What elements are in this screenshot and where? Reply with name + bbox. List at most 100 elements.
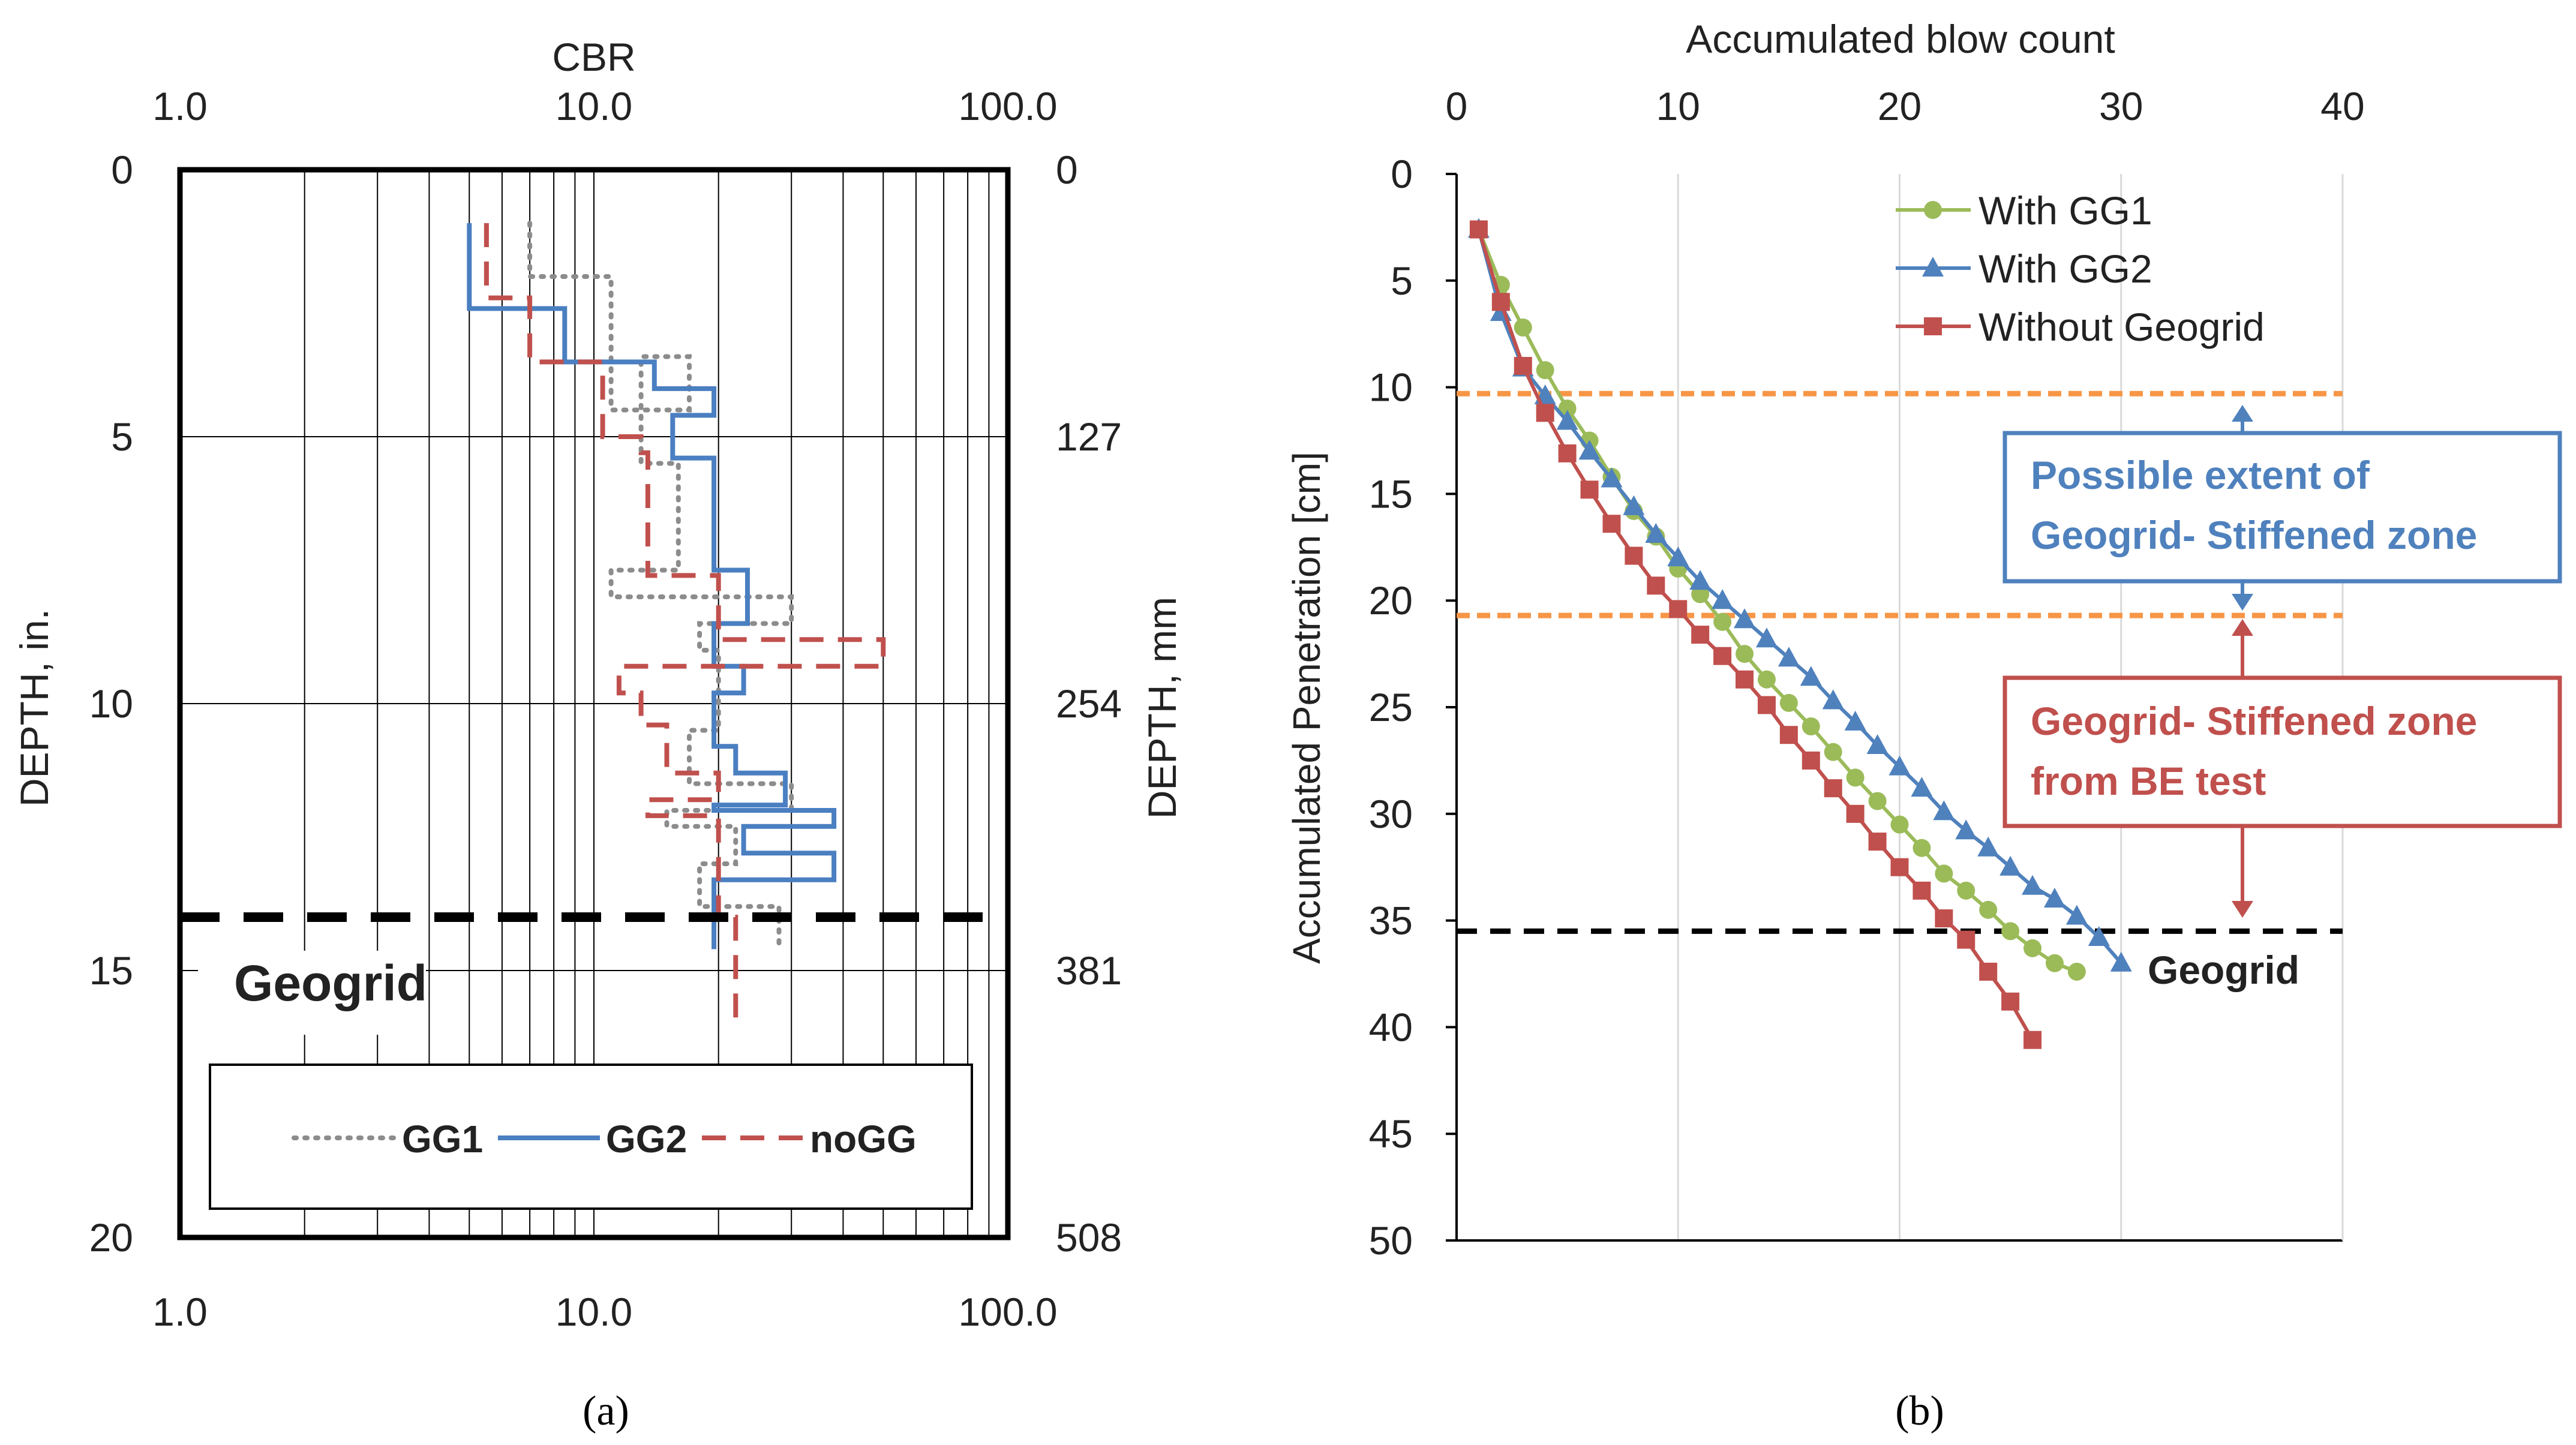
x-tick-label: 40 (2320, 84, 2364, 128)
panel-b-x-axis-title: Accumulated blow count (1686, 17, 2115, 61)
data-point-withGG2 (1734, 608, 1756, 629)
data-point-without (1491, 293, 1510, 311)
data-point-withGG2 (1645, 522, 1667, 543)
y-tick-label: 15 (89, 948, 133, 993)
data-point-withGG2 (1800, 666, 1822, 686)
geogrid-label-bg (198, 951, 426, 1035)
data-point-without (1514, 357, 1532, 375)
data-point-without (1713, 647, 1732, 665)
x-tick-label-top: 10.0 (556, 84, 632, 128)
x-tick-label-bottom: 100.0 (958, 1290, 1057, 1334)
y-tick-label: 25 (1369, 685, 1413, 729)
data-point-withGG2 (1844, 710, 1866, 731)
data-point-without (2001, 992, 2020, 1011)
data-point-without (1736, 670, 1754, 689)
panel-b-annotation-boxes: Possible extent of Geogrid- Stiffened zon… (2002, 405, 2562, 918)
data-point-withGG2 (1911, 777, 1933, 797)
y-tick-label: 40 (1369, 1005, 1413, 1049)
data-point-withGG1 (1713, 612, 1732, 631)
data-point-withGG1 (1514, 319, 1532, 337)
panel-a-legend: GG1 GG2 noGG (209, 1064, 973, 1210)
data-point-without (1536, 404, 1554, 422)
data-point-without (1558, 444, 1577, 462)
y-tick-label: 5 (111, 414, 133, 459)
data-point-withGG1 (1736, 645, 1754, 663)
data-point-withGG2 (2065, 905, 2088, 925)
panel-b-grid (1446, 173, 2344, 1242)
data-point-withGG2 (1578, 440, 1601, 460)
legend-marker-withGG2 (1922, 257, 1944, 277)
x-tick-label-bottom: 10.0 (556, 1290, 632, 1334)
y-tick-label: 45 (1369, 1111, 1413, 1156)
data-point-withGG1 (1536, 361, 1554, 380)
data-point-withGG1 (1846, 768, 1865, 787)
panel-b-reference-lines: Geogrid (1457, 390, 2343, 992)
annotation-blue-line: Possible extent of (2031, 453, 2370, 497)
data-point-without (1580, 480, 1599, 499)
data-point-without (1469, 220, 1488, 239)
x-tick-label-top: 1.0 (152, 84, 208, 128)
y2-tick-label: 381 (1056, 948, 1122, 993)
data-point-without (1979, 962, 1998, 981)
legend-label-without: Without Geogrid (1978, 305, 2265, 349)
plot-frame (177, 167, 1011, 1240)
panel-a-series (467, 221, 886, 1024)
data-point-without (1802, 751, 1820, 770)
y-tick-label: 20 (1369, 578, 1413, 623)
data-point-withGG2 (1866, 734, 1889, 755)
data-point-withGG2 (1712, 589, 1734, 609)
y-tick-label: 10 (1369, 365, 1413, 410)
legend-label-GG1: GG1 (402, 1117, 483, 1161)
y-tick-label: 35 (1369, 899, 1413, 943)
legend-label-withGG2: With GG2 (1978, 247, 2152, 291)
data-point-withGG1 (2067, 962, 2086, 981)
panel-b-tick-labels: 0 10 20 30 40 0 5 10 15 20 25 30 35 40 45 50 (1369, 84, 2365, 1263)
data-point-withGG2 (2043, 888, 2065, 908)
annotation-blue-line: Geogrid- Stiffened zone (2031, 513, 2477, 557)
data-point-withGG1 (1779, 693, 1798, 712)
data-point-withGG1 (1979, 900, 1998, 919)
y-tick-label: 15 (1369, 471, 1413, 516)
x-tick-label: 20 (1878, 84, 1922, 128)
data-point-withGG2 (1623, 495, 1645, 515)
data-point-withGG1 (1890, 815, 1909, 834)
data-point-withGG1 (1802, 717, 1820, 736)
x-tick-label: 0 (1446, 84, 1468, 128)
data-point-without (1691, 626, 1710, 644)
y-tick-label: 0 (1391, 152, 1413, 196)
data-point-withGG1 (1757, 670, 1776, 689)
data-point-without (1647, 576, 1665, 595)
data-point-without (1868, 833, 1887, 851)
caption-a: (a) (583, 1388, 629, 1434)
y2-tick-label: 508 (1056, 1215, 1122, 1260)
x-tick-label-bottom: 1.0 (152, 1290, 208, 1334)
panel-b-y-axis-title: Accumulated Penetration [cm] (1285, 452, 1328, 964)
legend-label-noGG: noGG (810, 1117, 917, 1161)
legend-marker-withGG1 (1924, 201, 1942, 219)
data-point-withGG1 (1957, 881, 1975, 900)
y-tick-label: 10 (89, 681, 133, 726)
data-point-withGG1 (2001, 922, 2020, 941)
legend-label-withGG1: With GG1 (1978, 188, 2152, 233)
series-noGG-line (484, 223, 886, 1024)
data-point-withGG1 (1935, 864, 1953, 883)
y-tick-label: 30 (1369, 792, 1413, 836)
y-tick-label: 5 (1391, 259, 1413, 303)
data-point-withGG2 (1755, 627, 1778, 648)
y2-tick-label: 127 (1056, 414, 1122, 459)
series-GG2-line (467, 223, 837, 950)
caption-b: (b) (1895, 1388, 1944, 1434)
blue-arrow-up-head (2232, 405, 2253, 422)
data-point-withGG1 (1558, 399, 1577, 418)
panel-b-legend: With GG1 With GG2 Without Geogrid (1896, 188, 2265, 349)
y-tick-label: 0 (111, 148, 133, 192)
data-point-withGG2 (2088, 926, 2110, 947)
data-point-withGG2 (1999, 855, 2022, 876)
series-line-withGG1 (1477, 229, 2077, 974)
data-point-withGG2 (1667, 546, 1689, 567)
data-point-withGG1 (1913, 839, 1931, 857)
data-point-without (1890, 858, 1909, 876)
annotation-red-line: from BE test (2031, 759, 2266, 803)
x-tick-label: 10 (1656, 84, 1700, 128)
